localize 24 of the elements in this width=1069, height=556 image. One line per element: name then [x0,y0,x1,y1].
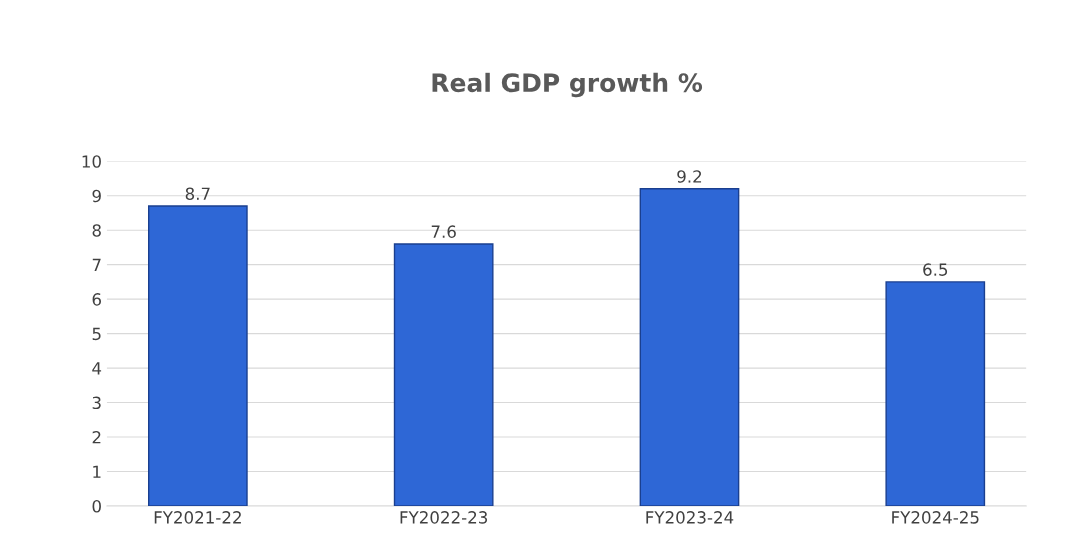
y-tick-label: 3 [92,396,101,410]
data-label: 8.7 [185,187,210,201]
data-label: 9.2 [677,170,702,183]
bar [393,243,494,506]
y-tick-label: 2 [92,430,101,444]
y-tick-label: 1 [93,465,101,478]
y-tick-label: 0 [92,499,101,513]
y-tick-label: 10 [82,155,101,168]
y-tick-label: 9 [92,189,101,203]
x-tick-label: FY2024-25 [892,511,979,524]
x-tick-label: FY2022-23 [400,511,488,524]
y-tick-label: 4 [92,362,102,375]
data-label: 7.6 [431,225,456,238]
bar [639,188,740,506]
data-label: 6.5 [923,263,948,276]
chart-title: Real GDP growth % [432,72,703,98]
x-tick-label: FY2021-22 [154,511,241,524]
y-tick-label: 7 [92,258,101,271]
y-tick-label: 5 [92,327,101,341]
x-tick-label: FY2023-24 [646,511,734,524]
y-tick-label: 6 [92,293,101,306]
y-tick-label: 8 [92,224,101,237]
bar [147,205,248,506]
bar [885,281,986,506]
